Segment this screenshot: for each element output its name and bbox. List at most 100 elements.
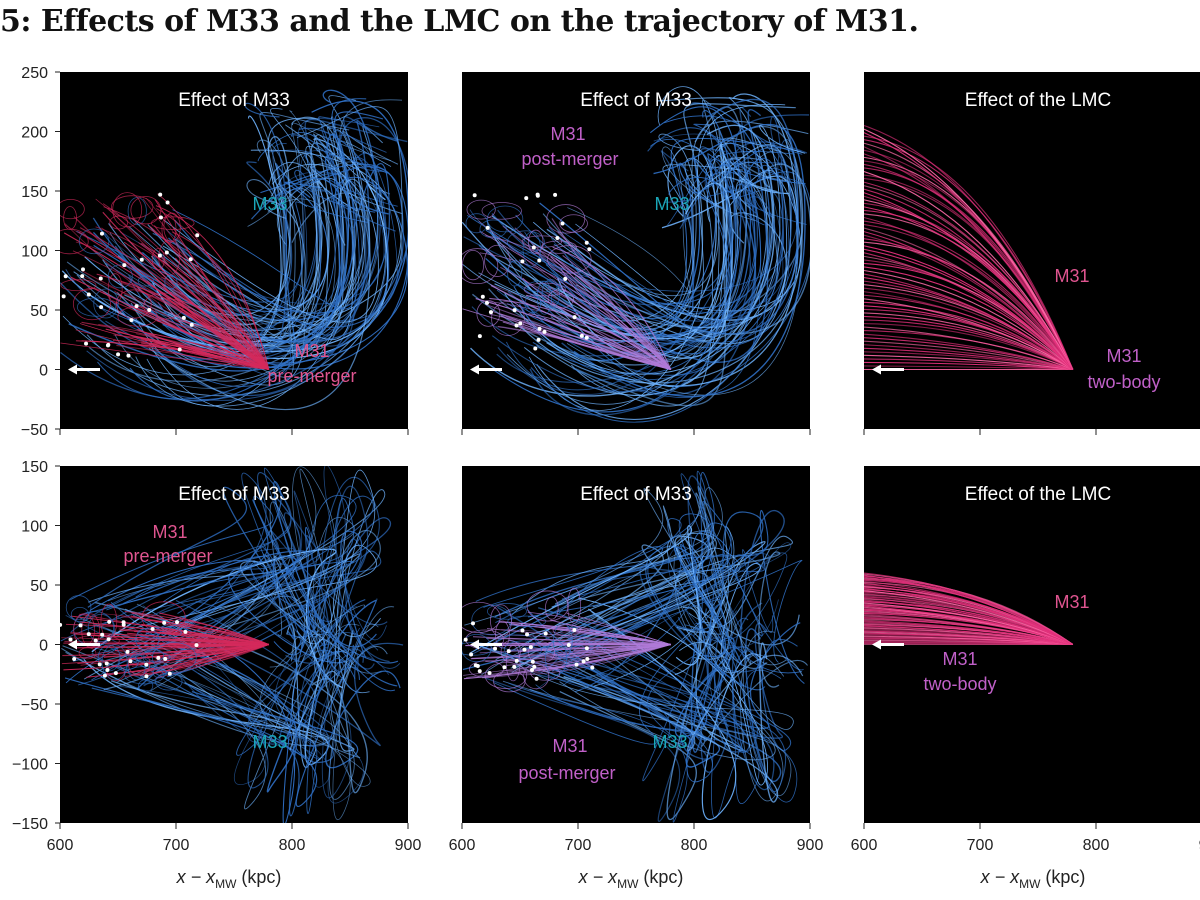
lmc-trajectory bbox=[864, 354, 1073, 371]
series-label: M31 bbox=[152, 522, 187, 542]
orbit-loop bbox=[128, 650, 151, 676]
endpoint-marker bbox=[139, 257, 144, 262]
m33-trajectory bbox=[115, 100, 408, 369]
endpoint-marker bbox=[534, 676, 539, 681]
m33-trajectory bbox=[174, 163, 390, 314]
m33-trajectory bbox=[191, 670, 401, 769]
m31-trajectory bbox=[148, 343, 269, 370]
m33-trajectory bbox=[110, 468, 325, 691]
m31-trajectory bbox=[536, 643, 671, 671]
m33-trajectory bbox=[554, 486, 733, 638]
endpoint-marker bbox=[158, 192, 163, 197]
lmc-trajectory bbox=[864, 231, 1074, 370]
m33-trajectory bbox=[545, 115, 799, 349]
x-axis-label: x − xMW (kpc) bbox=[176, 867, 282, 891]
endpoint-marker bbox=[480, 294, 485, 299]
m31-trajectory bbox=[118, 644, 269, 667]
orbit-loop bbox=[553, 623, 573, 659]
lmc-trajectory bbox=[864, 291, 1074, 370]
orbit-loop bbox=[507, 260, 523, 287]
m31-trajectory bbox=[526, 294, 672, 370]
series-label: M31 bbox=[1054, 592, 1089, 612]
endpoint-marker bbox=[84, 341, 89, 346]
m33-trajectory bbox=[154, 143, 291, 377]
m33-trajectory bbox=[575, 169, 788, 345]
m31-trajectory bbox=[127, 304, 270, 370]
y-tick-label: −150 bbox=[12, 816, 48, 833]
m31-trajectory bbox=[463, 643, 671, 680]
m31-trajectory bbox=[485, 234, 672, 370]
orbit-loop bbox=[109, 215, 129, 230]
lmc-trajectory bbox=[864, 227, 1074, 370]
m31-trajectory bbox=[528, 313, 671, 370]
chart-panel-6: Effect of the LMC M31 M31 two-body 600 700 800… bbox=[851, 466, 1200, 891]
m33-trajectory bbox=[128, 512, 375, 670]
lmc-trajectory bbox=[864, 625, 1073, 646]
lmc-trajectory bbox=[864, 322, 1074, 370]
endpoint-marker bbox=[144, 674, 149, 679]
endpoint-marker bbox=[128, 659, 133, 664]
panel-title: Effect of M33 bbox=[178, 484, 290, 505]
m33-trajectory bbox=[570, 98, 799, 335]
m33-trajectory bbox=[557, 631, 733, 727]
orbit-loop bbox=[60, 279, 97, 292]
endpoint-marker bbox=[113, 671, 118, 676]
x-tick-label: 600 bbox=[47, 837, 74, 854]
x-tick-label: 900 bbox=[395, 837, 422, 854]
m33-trajectory bbox=[493, 530, 718, 645]
series-label: pre-merger bbox=[123, 546, 212, 566]
endpoint-marker bbox=[469, 652, 474, 657]
endpoint-marker bbox=[463, 637, 468, 642]
endpoint-marker bbox=[78, 623, 83, 628]
lmc-trajectory bbox=[864, 170, 1074, 370]
orbit-loop bbox=[124, 666, 165, 685]
m31-trajectory bbox=[155, 205, 270, 370]
orbit-loop bbox=[135, 628, 160, 651]
lmc-trajectory bbox=[864, 192, 1074, 370]
orbit-loop bbox=[107, 264, 133, 289]
y-tick-label: 150 bbox=[21, 184, 48, 201]
orbit-loop bbox=[491, 300, 525, 336]
m31-trajectory bbox=[548, 286, 672, 370]
endpoint-marker bbox=[525, 632, 530, 637]
orbit-loop bbox=[60, 228, 89, 255]
endpoint-marker bbox=[584, 335, 589, 340]
endpoint-marker bbox=[157, 253, 162, 258]
endpoint-marker bbox=[194, 643, 199, 648]
endpoint-marker bbox=[63, 274, 68, 279]
m33-trajectory bbox=[587, 608, 763, 821]
lmc-trajectory bbox=[864, 620, 1073, 646]
endpoint-marker bbox=[129, 318, 134, 323]
orbit-loop bbox=[547, 289, 574, 309]
orbit-loop bbox=[490, 604, 512, 638]
endpoint-marker bbox=[134, 304, 139, 309]
orbit-loop bbox=[504, 640, 543, 659]
lmc-trajectory bbox=[864, 269, 1074, 370]
endpoint-marker bbox=[80, 267, 85, 272]
m33-trajectory bbox=[167, 531, 367, 678]
orbit-loop bbox=[468, 660, 504, 678]
m33-trajectory bbox=[547, 475, 713, 690]
m33-trajectory bbox=[462, 158, 778, 339]
endpoint-marker bbox=[584, 646, 589, 651]
endpoint-marker bbox=[104, 661, 109, 666]
chart-panel-5: Effect of M33 M31 post-merger M33 600 700 800 9… bbox=[449, 466, 823, 891]
m33-trajectory bbox=[127, 122, 392, 345]
m33-trajectory bbox=[576, 513, 728, 689]
endpoint-marker bbox=[98, 276, 103, 281]
orbit-loop bbox=[164, 274, 178, 290]
endpoint-marker bbox=[572, 315, 577, 320]
m33-trajectory bbox=[135, 106, 403, 407]
m33-trajectory bbox=[532, 622, 783, 739]
endpoint-marker bbox=[502, 665, 507, 670]
orbit-loop bbox=[484, 244, 511, 277]
endpoint-marker bbox=[518, 321, 523, 326]
m31-trajectory bbox=[502, 321, 671, 370]
y-tick-label: 200 bbox=[21, 125, 48, 142]
endpoint-marker bbox=[584, 240, 589, 245]
m33-trajectory bbox=[145, 632, 359, 747]
m31-trajectory bbox=[509, 623, 671, 646]
m33-trajectory bbox=[560, 86, 725, 388]
lmc-trajectory bbox=[864, 590, 1074, 645]
trajectory-group bbox=[462, 470, 808, 823]
